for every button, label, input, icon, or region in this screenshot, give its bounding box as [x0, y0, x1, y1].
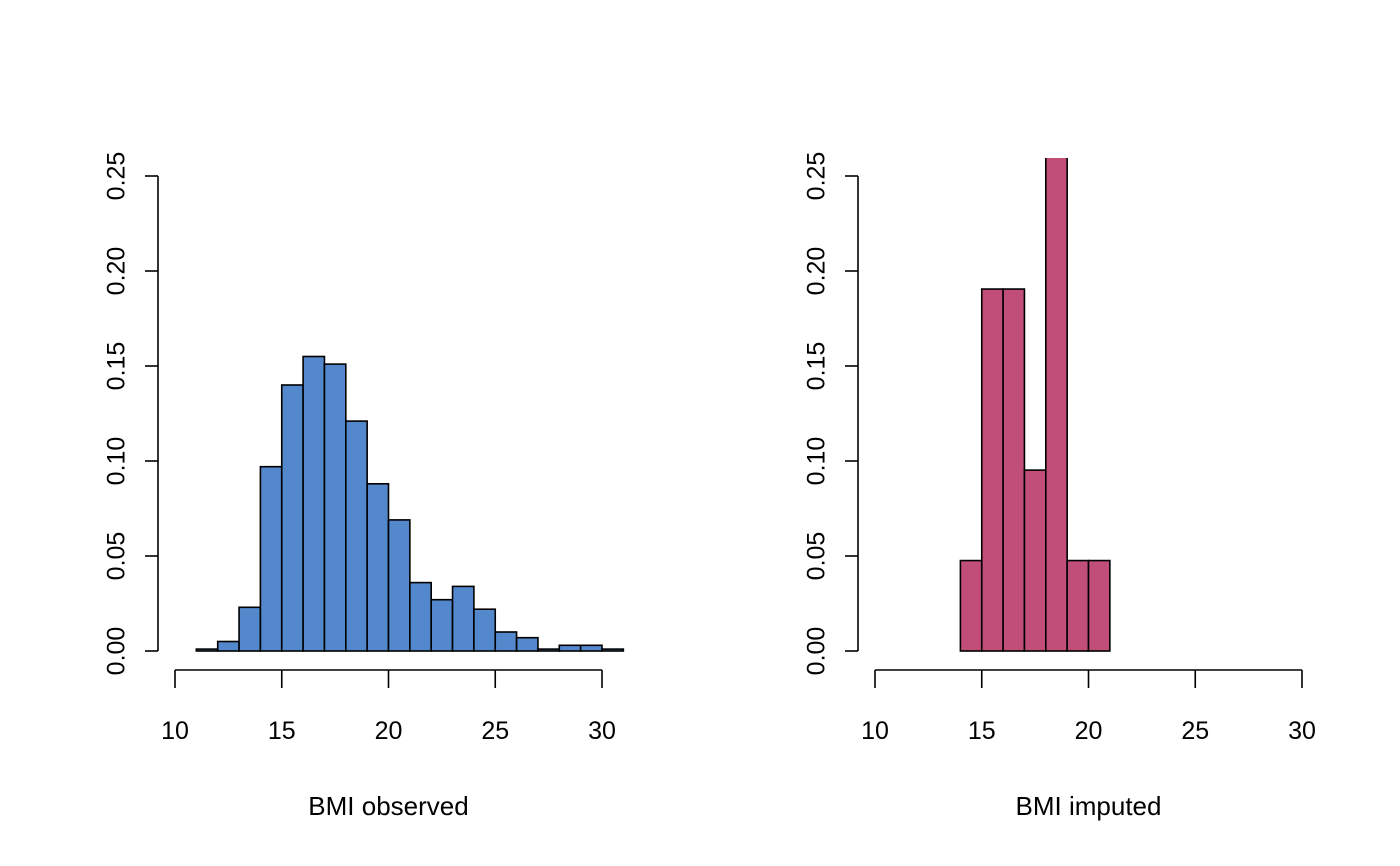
y-tick-label: 0.15	[803, 342, 831, 391]
histogram-bar	[387, 519, 411, 652]
x-axis: 10 15 20 25 30	[161, 669, 616, 745]
histogram-bar	[238, 606, 262, 652]
x-tick-label: 15	[268, 717, 296, 745]
histogram-bar	[537, 648, 561, 652]
bars	[195, 355, 625, 652]
y-tick-label: 0.25	[103, 152, 131, 201]
histogram-bar	[366, 482, 390, 652]
histogram-bar	[980, 288, 1004, 652]
x-tick-label: 20	[375, 717, 403, 745]
panel-bmi-observed: 0.00 0.05 0.10 0.15 0.20 0.25 10 15 20 25 30 BMI ob…	[103, 152, 625, 821]
x-axis-title: BMI imputed	[1016, 791, 1162, 821]
x-tick-label: 10	[161, 717, 189, 745]
x-tick-label: 25	[481, 717, 509, 745]
y-tick-label: 0.25	[803, 152, 831, 201]
histogram-bar	[1023, 469, 1047, 652]
y-tick-label: 0.10	[803, 437, 831, 486]
panel-bmi-imputed: 0.00 0.05 0.10 0.15 0.20 0.25 10 15 20 25 30 BMI im…	[803, 152, 1316, 821]
histogram-bar	[302, 355, 326, 652]
histogram-bar	[601, 648, 625, 652]
y-tick-label: 0.00	[103, 627, 131, 676]
histogram-bar	[1002, 288, 1026, 652]
x-tick-label: 20	[1075, 717, 1103, 745]
x-tick-label: 10	[861, 717, 889, 745]
y-axis: 0.00 0.05 0.10 0.15 0.20 0.25	[103, 152, 159, 676]
histogram-bar	[579, 644, 603, 652]
y-tick-label: 0.20	[103, 247, 131, 296]
histogram-bar	[1066, 559, 1090, 652]
histogram-bar	[430, 598, 454, 652]
histogram-bar	[280, 384, 304, 652]
x-tick-label: 25	[1181, 717, 1209, 745]
histogram-bar	[344, 420, 368, 652]
histogram-bar	[451, 585, 475, 652]
histogram-bar	[409, 581, 433, 652]
histogram-bar	[494, 631, 518, 652]
y-tick-label: 0.00	[803, 627, 831, 676]
histogram-bar	[195, 648, 219, 652]
y-tick-label: 0.15	[103, 342, 131, 391]
x-tick-label: 15	[968, 717, 996, 745]
histogram-bar	[1087, 559, 1111, 652]
x-tick-label: 30	[1288, 717, 1316, 745]
histogram-bar	[323, 363, 347, 652]
y-tick-label: 0.20	[803, 247, 831, 296]
histogram-bar	[259, 465, 283, 652]
y-tick-label: 0.05	[103, 532, 131, 581]
bars	[959, 158, 1111, 652]
y-tick-label: 0.05	[803, 532, 831, 581]
x-axis: 10 15 20 25 30	[861, 669, 1316, 745]
x-axis-title: BMI observed	[308, 791, 468, 821]
histogram-bar	[473, 608, 497, 652]
histogram-bar	[558, 644, 582, 652]
x-tick-label: 30	[588, 717, 616, 745]
histogram-bar	[515, 636, 539, 652]
histogram-bar	[216, 640, 240, 652]
y-axis: 0.00 0.05 0.10 0.15 0.20 0.25	[803, 152, 859, 676]
histogram-bar	[1045, 158, 1068, 652]
histogram-bar	[959, 559, 983, 652]
y-tick-label: 0.10	[103, 437, 131, 486]
